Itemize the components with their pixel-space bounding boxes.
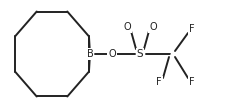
Text: F: F bbox=[188, 24, 194, 34]
Text: F: F bbox=[188, 77, 194, 87]
Text: O: O bbox=[108, 49, 115, 59]
Text: O: O bbox=[123, 22, 130, 32]
Text: F: F bbox=[155, 77, 161, 87]
Text: O: O bbox=[149, 22, 156, 32]
Text: S: S bbox=[136, 49, 143, 59]
Text: B: B bbox=[86, 49, 93, 59]
